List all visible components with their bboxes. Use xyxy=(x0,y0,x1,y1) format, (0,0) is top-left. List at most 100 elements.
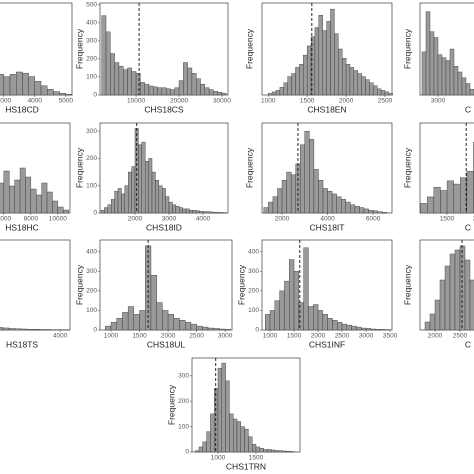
x-tick-label: 1000 xyxy=(261,98,276,105)
x-axis-label: C xyxy=(465,339,471,349)
x-tick-label: 1500 xyxy=(300,98,315,105)
panel: 2000 4000 6000 CHS18IT Frequency xyxy=(244,122,393,232)
bar xyxy=(213,91,218,96)
bar xyxy=(341,58,347,96)
bar xyxy=(118,65,124,96)
bar xyxy=(469,89,474,96)
bar xyxy=(322,188,328,214)
y-axis-label: Frequency xyxy=(244,147,254,188)
bar xyxy=(336,196,342,214)
panel: 1000 1500 2000 2500 3000 0 100 200 300 400 CHS18UL… xyxy=(74,239,233,349)
bar xyxy=(313,304,319,331)
bar xyxy=(157,87,163,96)
bar xyxy=(370,328,376,331)
bar xyxy=(317,310,324,331)
x-tick-label: 3500 xyxy=(383,333,398,340)
bar xyxy=(290,174,296,214)
bar xyxy=(420,203,428,214)
bar xyxy=(57,206,64,214)
bar xyxy=(263,449,268,453)
panel: 4000 HS18TS xyxy=(0,239,71,349)
y-axis-label: Frequency xyxy=(166,384,176,425)
x-tick-label: 5000 xyxy=(59,98,74,105)
bar xyxy=(457,71,463,96)
y-tick-label: 0 xyxy=(93,92,97,99)
bar xyxy=(388,93,393,96)
x-tick-label: 2500 xyxy=(378,98,393,105)
y-tick-label: 100 xyxy=(86,307,97,314)
bar xyxy=(444,265,451,331)
bar xyxy=(105,31,111,96)
bar xyxy=(365,328,372,331)
bar xyxy=(124,185,129,214)
bar xyxy=(429,31,435,96)
bar xyxy=(351,325,357,331)
bar xyxy=(332,320,338,331)
y-tick-label: 200 xyxy=(86,155,97,162)
bar xyxy=(127,67,132,96)
bar xyxy=(303,54,308,96)
bar xyxy=(59,92,67,96)
bar xyxy=(221,92,227,96)
bar xyxy=(421,51,427,96)
bar xyxy=(213,328,220,331)
bar xyxy=(368,210,374,214)
bar xyxy=(353,70,358,96)
bar xyxy=(3,170,10,214)
bar xyxy=(263,207,269,214)
bar xyxy=(267,449,272,453)
y-tick-label: 0 xyxy=(185,449,189,456)
y-tick-label: 400 xyxy=(86,20,97,27)
bar xyxy=(270,449,276,453)
bar xyxy=(465,83,471,96)
bar xyxy=(41,182,48,214)
panel: 2000 3000 4000 0 100 200 300 CHS18ID Frequency xyxy=(74,122,229,232)
bar xyxy=(229,413,234,453)
y-tick-label: 0 xyxy=(255,327,259,334)
x-axis-label: CHS1TRN xyxy=(226,461,266,471)
bar xyxy=(127,306,135,331)
x-tick-label: 6000 xyxy=(0,216,11,223)
bar xyxy=(145,160,149,214)
x-tick-label: 10000 xyxy=(127,98,145,105)
bar xyxy=(204,87,210,96)
bar xyxy=(289,259,295,331)
bar xyxy=(454,249,461,331)
bar xyxy=(346,324,352,331)
bar xyxy=(114,62,120,96)
bar xyxy=(202,211,207,214)
bar xyxy=(291,73,296,96)
bar xyxy=(461,77,467,96)
bar xyxy=(2,327,10,331)
bar xyxy=(232,418,238,453)
bar xyxy=(453,66,459,96)
x-tick-label: 10000 xyxy=(49,216,67,223)
bar xyxy=(131,71,137,96)
y-tick-label: 400 xyxy=(86,248,97,255)
bar xyxy=(434,299,441,331)
bar xyxy=(380,90,386,96)
bar xyxy=(182,208,187,214)
bar xyxy=(199,211,204,214)
bar xyxy=(0,327,4,331)
y-tick-label: 200 xyxy=(86,56,97,63)
bar xyxy=(191,73,197,96)
x-tick-label: 1500 xyxy=(440,216,455,223)
bar xyxy=(173,318,180,331)
bar xyxy=(148,85,154,96)
y-tick-label: 400 xyxy=(248,248,259,255)
bar xyxy=(433,187,441,214)
panel: 10000 20000 30000 0 100 200 300 400 500 CHS18CS Fr… xyxy=(74,2,231,115)
y-axis-label: Frequency xyxy=(402,28,412,69)
bar xyxy=(44,329,52,331)
bar xyxy=(63,209,69,214)
bar xyxy=(165,196,170,214)
bar xyxy=(268,201,274,214)
bar xyxy=(275,90,281,96)
bar xyxy=(330,8,335,96)
bar xyxy=(198,446,203,453)
bar xyxy=(40,85,48,96)
y-axis-label: Frequency xyxy=(402,264,412,305)
bar xyxy=(281,180,287,214)
bar xyxy=(464,259,471,331)
